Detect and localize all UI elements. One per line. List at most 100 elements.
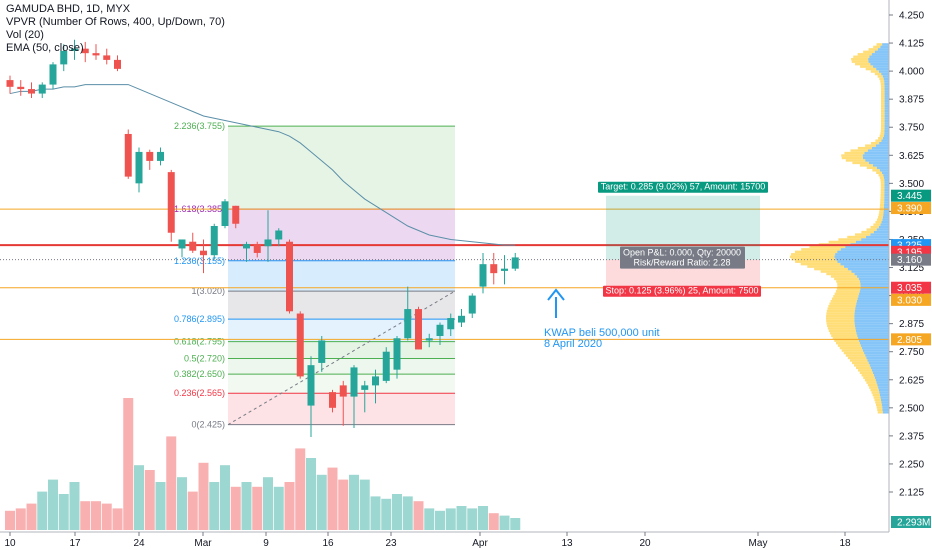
vpvr-up-bar bbox=[857, 275, 889, 278]
vpvr-down-bar bbox=[877, 408, 883, 412]
price-axis[interactable]: 4.2504.1254.0003.8753.7503.6253.5003.375… bbox=[0, 0, 924, 533]
vpvr-up-bar bbox=[868, 60, 889, 63]
vpvr-down-bar bbox=[880, 82, 885, 86]
vpvr-down-bar bbox=[841, 156, 864, 160]
up-arrow-icon bbox=[547, 288, 565, 318]
volume-bar bbox=[445, 508, 456, 530]
vpvr-up-bar bbox=[866, 235, 889, 239]
vpvr-up-bar bbox=[884, 92, 889, 95]
annotation-line1: KWAP beli 500,000 unit bbox=[544, 327, 660, 339]
vpvr-down-bar bbox=[833, 295, 859, 298]
vpvr-down-bar bbox=[871, 391, 880, 394]
vpvr-down-bar bbox=[857, 369, 872, 372]
vpvr-down-bar bbox=[861, 230, 874, 234]
candle-body bbox=[71, 48, 78, 51]
x-tick-label: 20 bbox=[639, 538, 651, 549]
volume-bar bbox=[91, 501, 101, 530]
vpvr-down-bar bbox=[875, 139, 882, 142]
vpvr-down-bar bbox=[839, 346, 862, 350]
volume-bar bbox=[134, 465, 144, 530]
candle-body bbox=[361, 385, 369, 390]
fib-level-label: 2.236(3.755) bbox=[174, 121, 225, 131]
legend-vol[interactable]: Vol (20) bbox=[6, 29, 44, 41]
candle-body bbox=[382, 351, 390, 381]
price-tag-label: 3.160 bbox=[897, 255, 922, 266]
legend-vpvr[interactable]: VPVR (Number Of Rows, 400, Up/Down, 70) bbox=[6, 16, 225, 28]
vpvr-up-bar bbox=[861, 346, 889, 350]
vpvr-up-bar bbox=[870, 62, 889, 66]
volume-bar bbox=[69, 482, 80, 530]
vpvr-up-bar bbox=[854, 319, 889, 323]
time-axis[interactable]: 10 17 24 Mar 9 16 23 Apr 13 20 May 18 bbox=[4, 532, 851, 549]
vpvr-up-bar bbox=[882, 406, 889, 409]
vpvr-up-bar bbox=[879, 70, 889, 73]
long-position-tool[interactable]: Target: 0.285 (9.02%) 57, Amount: 15700 O… bbox=[598, 181, 768, 297]
x-tick-label: 16 bbox=[322, 538, 334, 549]
candle-body bbox=[393, 338, 401, 370]
vpvr-up-bar bbox=[870, 366, 889, 370]
candle-body bbox=[404, 309, 412, 339]
vpvr-up-bar bbox=[864, 151, 889, 155]
vpvr-up-bar bbox=[856, 300, 889, 303]
vpvr-up-bar bbox=[878, 386, 889, 389]
volume-bar bbox=[316, 474, 327, 530]
vpvr-up-bar bbox=[840, 248, 889, 251]
vpvr-down-bar bbox=[866, 381, 877, 384]
ema50-line bbox=[9, 84, 516, 246]
price-tag-bg bbox=[891, 189, 931, 202]
candlesticks bbox=[6, 39, 519, 438]
vpvr-down-bar bbox=[843, 351, 865, 355]
candle-body bbox=[458, 315, 465, 323]
price-tag-bg bbox=[891, 281, 931, 294]
volume-bar bbox=[488, 513, 499, 530]
vpvr-down-bar bbox=[880, 132, 885, 135]
fibonacci-extension[interactable]: 2.236(3.755)1.618(3.385)1.236(3.155)1(3.… bbox=[174, 121, 456, 430]
vpvr-up-bar bbox=[859, 341, 889, 345]
vpvr-up-bar bbox=[884, 85, 889, 88]
vpvr-down-bar bbox=[879, 176, 884, 179]
legend-ema[interactable]: EMA (50, close) bbox=[6, 42, 84, 54]
legend-symbol[interactable]: GAMUDA BHD, 1D, MYX bbox=[6, 3, 131, 15]
vpvr-down-bar bbox=[880, 124, 885, 128]
vpvr-down-bar bbox=[874, 72, 882, 76]
volume-bar bbox=[187, 491, 198, 530]
volume-bar bbox=[327, 467, 338, 530]
vpvr-up-bar bbox=[874, 50, 889, 54]
candle-body bbox=[296, 313, 304, 377]
candle-body bbox=[436, 324, 444, 336]
vpvr-up-bar bbox=[840, 262, 889, 266]
vpvr-down-bar bbox=[880, 90, 885, 93]
fib-level-label: 0.5(2.720) bbox=[184, 353, 225, 363]
vpvr-down-bar bbox=[873, 223, 881, 226]
stop-label: Stop: 0.125 (3.96%) 25, Amount: 7500 bbox=[605, 286, 758, 296]
vpvr-up-bar bbox=[882, 218, 889, 221]
candle-body bbox=[49, 64, 57, 85]
vpvr-down-bar bbox=[870, 225, 879, 229]
annotation-note[interactable]: KWAP beli 500,000 unit 8 April 2020 bbox=[544, 328, 660, 350]
vpvr-down-bar bbox=[868, 48, 878, 51]
volume-bar bbox=[37, 491, 48, 530]
candle-body bbox=[307, 365, 315, 406]
vpvr-up-bar bbox=[884, 95, 889, 98]
vpvr-down-bar bbox=[854, 364, 870, 367]
vpvr-down-bar bbox=[794, 250, 838, 254]
vpvr-up-bar bbox=[858, 277, 889, 281]
vpvr-up-bar bbox=[884, 198, 889, 202]
vpvr-up-bar bbox=[854, 312, 889, 315]
vpvr-up-bar bbox=[834, 255, 889, 258]
vpvr-up-bar bbox=[884, 119, 889, 123]
vpvr-down-bar bbox=[834, 292, 860, 295]
volume-bar bbox=[230, 486, 241, 530]
candle-body bbox=[501, 268, 508, 271]
y-tick-label: 4.000 bbox=[899, 67, 924, 78]
fib-level-label: 0.786(2.895) bbox=[174, 314, 225, 324]
vpvr-up-bar bbox=[884, 181, 889, 184]
vpvr-down-bar bbox=[875, 403, 882, 407]
vpvr-up-bar bbox=[881, 398, 889, 402]
ema-line bbox=[9, 84, 516, 246]
vpvr-down-bar bbox=[837, 344, 861, 347]
volume-bar bbox=[424, 508, 435, 530]
vpvr-down-bar bbox=[789, 255, 835, 258]
vpvr-up-bar bbox=[879, 393, 889, 397]
